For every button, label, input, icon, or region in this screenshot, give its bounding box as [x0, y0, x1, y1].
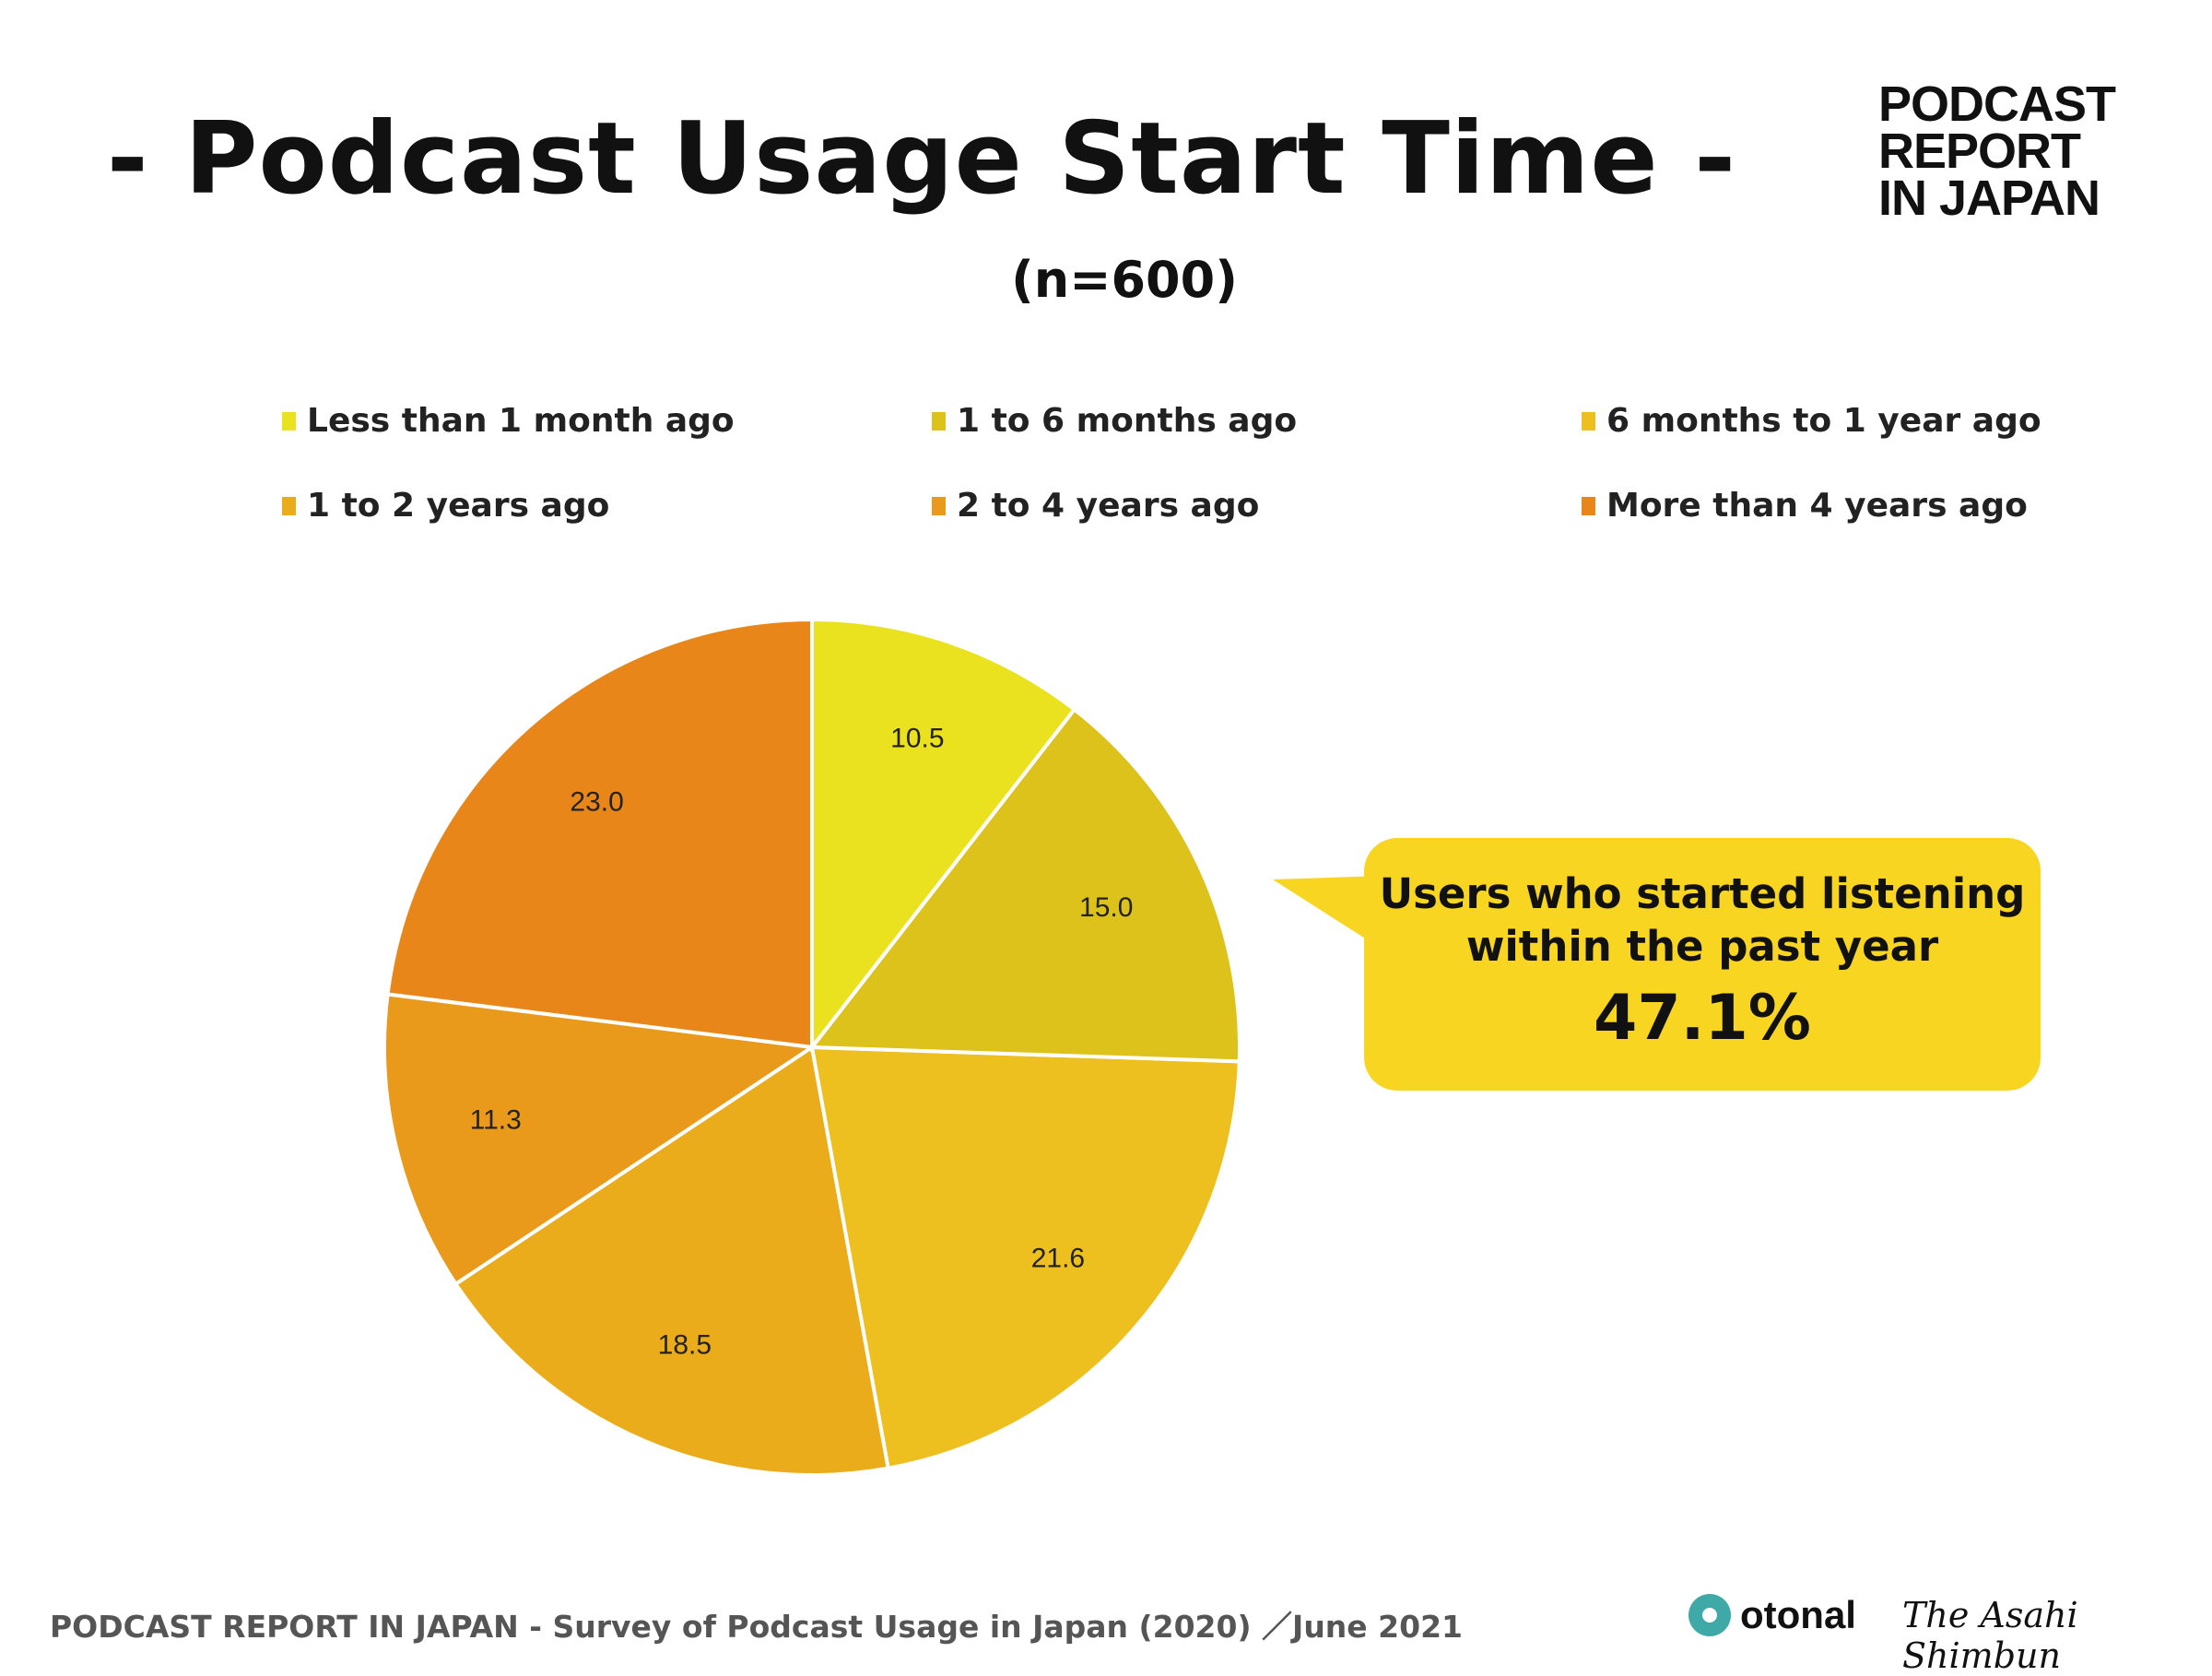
legend-label: Less than 1 month ago [307, 402, 735, 440]
legend-swatch [932, 411, 946, 431]
legend-swatch [1582, 496, 1595, 515]
pie-slice [810, 617, 1077, 1053]
legend-label: 6 months to 1 year ago [1606, 402, 2041, 440]
legend-label: 2 to 4 years ago [957, 487, 1260, 525]
legend-item: More than 4 years ago [1582, 487, 2028, 525]
slice-data-label: 23.0 [570, 787, 623, 818]
callout-text-2: within the past year [1465, 922, 1939, 971]
asahi-logo: The Asahi Shimbun [1902, 1595, 2078, 1676]
legend-label: 1 to 2 years ago [307, 487, 610, 525]
otonal-text: otonal [1740, 1593, 1856, 1636]
otonal-logo: otonal [1688, 1593, 1856, 1637]
legend-label: More than 4 years ago [1606, 487, 2028, 525]
slice-data-label: 18.5 [658, 1329, 712, 1360]
otonal-disc-icon [1688, 1594, 1731, 1636]
page-title: - Podcast Usage Start Time - [106, 101, 1737, 217]
callout-pointer [1273, 876, 1382, 950]
pie-slice [453, 1044, 891, 1477]
legend-item: Less than 1 month ago [282, 402, 735, 440]
slice-data-label: 10.5 [890, 723, 944, 753]
pie-slice [809, 1045, 1241, 1470]
logo-line: REPORT [1878, 124, 2081, 179]
slice-data-label: 15.0 [1079, 892, 1133, 923]
callout-text-1: Users who started listening [1379, 869, 2026, 918]
pie-slice [385, 617, 814, 1050]
footer-source: PODCAST REPORT IN JAPAN - Survey of Podc… [50, 1609, 1464, 1645]
legend-swatch [282, 411, 296, 431]
pie-slice [382, 992, 818, 1287]
legend-item: 1 to 2 years ago [282, 487, 609, 525]
legend-item: 2 to 4 years ago [932, 487, 1259, 525]
sample-size: (n=600) [1011, 251, 1238, 309]
legend-swatch [932, 496, 946, 515]
slice-data-label: 21.6 [1031, 1243, 1085, 1273]
legend-swatch [1582, 411, 1595, 431]
legend-swatch [282, 496, 296, 515]
legend-label: 1 to 6 months ago [957, 402, 1298, 440]
slice-data-label: 11.3 [470, 1105, 522, 1136]
logo-line: PODCAST [1878, 77, 2116, 132]
callout-value: 47.1% [1594, 982, 1811, 1055]
callout-box: Users who started listening within the p… [1364, 838, 2041, 1091]
pie-slice [808, 706, 1241, 1064]
logo-line: IN JAPAN [1878, 171, 2100, 226]
legend-item: 6 months to 1 year ago [1582, 402, 2041, 440]
legend-item: 1 to 6 months ago [932, 402, 1297, 440]
podcast-report-logo: PODCAST REPORT IN JAPAN [1878, 77, 2116, 226]
